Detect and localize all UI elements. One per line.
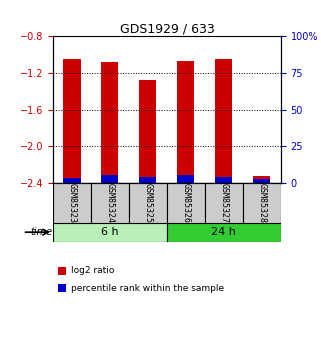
Text: GSM85326: GSM85326 — [181, 183, 190, 223]
Bar — [253, 176, 270, 183]
Title: GDS1929 / 633: GDS1929 / 633 — [119, 22, 214, 35]
Text: 24 h: 24 h — [212, 227, 236, 237]
Text: 6 h: 6 h — [101, 227, 119, 237]
Text: GSM85324: GSM85324 — [105, 183, 115, 223]
Bar — [139, 80, 156, 183]
FancyBboxPatch shape — [129, 183, 167, 223]
FancyBboxPatch shape — [91, 183, 129, 223]
Bar — [64, 178, 81, 183]
Text: GSM85328: GSM85328 — [257, 183, 266, 223]
FancyBboxPatch shape — [53, 183, 91, 223]
Text: GSM85325: GSM85325 — [143, 183, 152, 223]
Bar — [64, 59, 81, 183]
Text: GSM85327: GSM85327 — [219, 183, 229, 223]
Bar — [178, 61, 195, 183]
Bar — [101, 175, 118, 183]
Bar — [253, 179, 270, 183]
Bar — [139, 177, 156, 183]
Text: time: time — [31, 227, 53, 237]
FancyBboxPatch shape — [205, 183, 243, 223]
Text: percentile rank within the sample: percentile rank within the sample — [71, 284, 224, 293]
Bar — [215, 59, 232, 183]
Bar — [215, 177, 232, 183]
Text: GSM85323: GSM85323 — [67, 183, 76, 223]
Text: log2 ratio: log2 ratio — [71, 266, 114, 275]
FancyBboxPatch shape — [167, 223, 281, 241]
FancyBboxPatch shape — [167, 183, 205, 223]
FancyBboxPatch shape — [53, 223, 167, 241]
Bar — [178, 175, 195, 183]
FancyBboxPatch shape — [243, 183, 281, 223]
Bar — [101, 62, 118, 183]
